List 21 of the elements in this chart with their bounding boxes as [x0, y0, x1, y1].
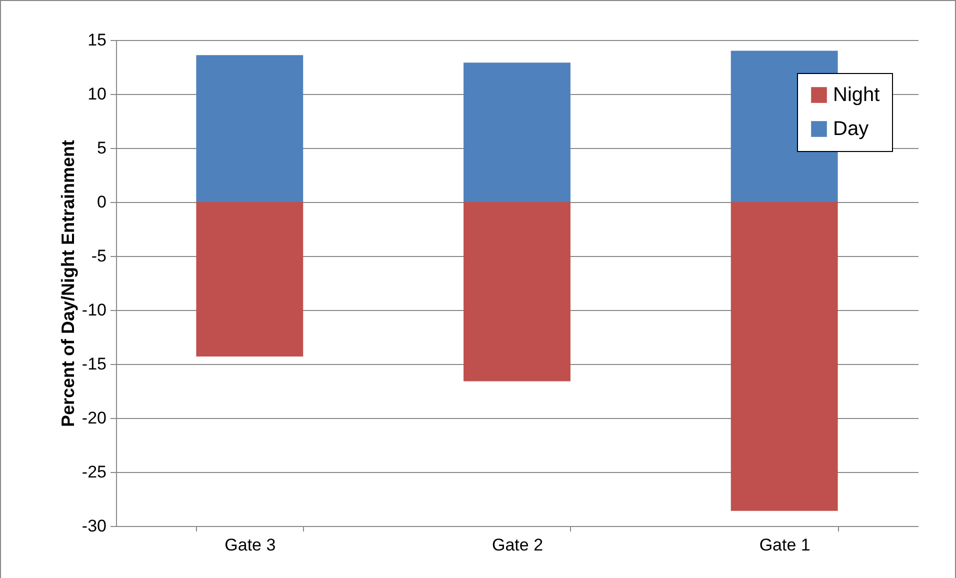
y-tick-label: -10 [82, 300, 106, 320]
bar [464, 202, 570, 382]
y-tick-label: -5 [91, 246, 106, 266]
x-tick-label: Gate 2 [492, 536, 544, 554]
y-tick-label: 10 [88, 84, 106, 104]
legend-label: Night [833, 84, 880, 106]
x-tick-label: Gate 3 [224, 536, 276, 554]
y-tick-label: 15 [88, 30, 106, 50]
bar [196, 202, 304, 356]
legend-label: Day [833, 118, 869, 140]
y-tick-label: -25 [82, 462, 106, 482]
x-tick-label: Gate 1 [759, 536, 810, 554]
bar [196, 55, 304, 202]
y-tick-label: -30 [82, 516, 106, 536]
bar [730, 202, 838, 511]
y-axis-title: Percent of Day/Night Entrainment [58, 140, 78, 428]
y-tick-label: 0 [97, 192, 106, 212]
y-tick-label: 5 [97, 138, 106, 158]
y-tick-label: -15 [82, 354, 106, 374]
y-tick-label: -20 [82, 408, 106, 428]
bar [464, 62, 570, 202]
